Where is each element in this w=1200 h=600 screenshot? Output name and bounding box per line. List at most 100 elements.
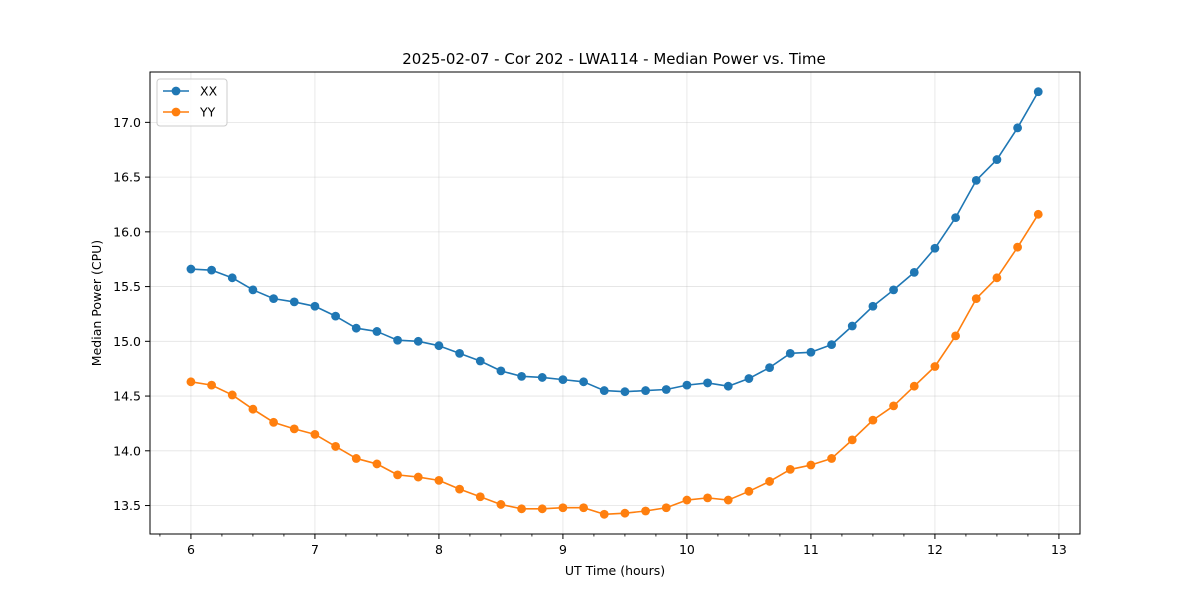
plot-frame <box>149 71 1081 535</box>
legend: XX YY <box>156 78 228 127</box>
data-point-xx <box>413 336 423 346</box>
data-point-xx <box>517 371 526 381</box>
data-point-yy <box>930 362 940 371</box>
x-tick-label: 8 <box>435 542 443 557</box>
data-point-xx <box>207 265 216 275</box>
y-tick-label: 16.0 <box>113 224 141 239</box>
data-point-xx <box>909 267 919 277</box>
data-point-yy <box>889 401 898 411</box>
data-point-xx <box>785 348 795 358</box>
x-tick-label: 10 <box>679 542 695 557</box>
data-point-yy <box>372 459 382 469</box>
x-tick-label: 9 <box>559 542 567 557</box>
data-point-xx <box>827 340 836 349</box>
data-point-yy <box>455 484 464 494</box>
data-point-xx <box>723 381 733 391</box>
data-point-yy <box>847 435 857 445</box>
data-point-xx <box>434 341 444 351</box>
y-tick-label: 15.5 <box>113 279 141 294</box>
data-point-yy <box>827 454 836 463</box>
data-point-xx <box>455 348 464 358</box>
y-tick-label: 17.0 <box>113 115 141 130</box>
data-point-xx <box>661 385 671 394</box>
data-point-xx <box>1033 87 1043 97</box>
legend-marker-xx <box>171 86 181 96</box>
data-point-xx <box>971 175 981 185</box>
y-tick-label: 16.5 <box>113 170 141 185</box>
data-point-yy <box>207 380 216 390</box>
x-tick-label: 13 <box>1051 542 1067 557</box>
data-point-xx <box>475 356 485 366</box>
data-point-yy <box>744 486 754 496</box>
data-point-xx <box>248 285 258 295</box>
series-yy <box>186 209 1043 519</box>
data-point-xx <box>1013 123 1022 133</box>
data-point-yy <box>1033 209 1043 219</box>
grid <box>150 72 1080 534</box>
y-tick-label: 14.0 <box>113 443 141 458</box>
y-tick-label: 14.5 <box>113 389 141 404</box>
data-point-yy <box>765 477 774 486</box>
data-point-xx <box>847 321 857 331</box>
data-point-yy <box>620 508 630 518</box>
data-point-xx <box>351 323 361 333</box>
data-point-yy <box>186 377 196 387</box>
data-point-xx <box>289 297 299 307</box>
y-axis-label: Median Power (CPU) <box>89 240 104 366</box>
data-point-yy <box>599 509 609 519</box>
data-point-xx <box>537 373 547 382</box>
y-tick-label: 13.5 <box>113 498 141 513</box>
data-point-yy <box>351 454 361 463</box>
data-point-yy <box>248 404 258 414</box>
data-point-xx <box>951 213 960 223</box>
series-layer <box>186 87 1043 519</box>
data-point-yy <box>496 500 506 509</box>
x-tick-label: 12 <box>927 542 943 557</box>
data-point-xx <box>227 273 237 283</box>
data-point-xx <box>269 294 278 304</box>
data-point-yy <box>682 495 692 505</box>
data-point-xx <box>599 386 609 395</box>
data-point-xx <box>393 335 402 345</box>
data-point-yy <box>579 503 588 513</box>
data-point-yy <box>661 503 671 513</box>
x-axis-label: UT Time (hours) <box>565 563 665 578</box>
data-point-xx <box>310 301 320 311</box>
legend-label-xx: XX <box>200 84 218 99</box>
data-point-xx <box>889 285 898 295</box>
data-point-xx <box>765 363 774 372</box>
data-point-xx <box>579 377 588 387</box>
data-point-xx <box>620 387 630 397</box>
data-point-yy <box>517 504 526 514</box>
legend-label-yy: YY <box>199 105 216 120</box>
data-point-yy <box>537 504 547 514</box>
legend-marker-yy <box>171 107 181 117</box>
data-point-xx <box>868 301 878 311</box>
data-point-yy <box>413 472 423 482</box>
data-point-yy <box>289 424 299 434</box>
data-point-xx <box>682 380 692 390</box>
x-tick-label: 6 <box>187 542 195 557</box>
data-point-yy <box>951 331 960 341</box>
data-point-xx <box>744 374 754 383</box>
series-xx <box>186 87 1043 397</box>
chart-title: 2025-02-07 - Cor 202 - LWA114 - Median P… <box>402 50 826 68</box>
data-point-xx <box>372 327 382 336</box>
x-tick-label: 7 <box>311 542 319 557</box>
data-point-yy <box>475 492 485 502</box>
data-point-yy <box>269 417 278 427</box>
data-point-yy <box>703 493 712 503</box>
data-point-yy <box>806 460 816 470</box>
data-point-yy <box>909 381 919 391</box>
data-point-yy <box>331 442 340 451</box>
data-point-yy <box>868 415 878 425</box>
data-point-yy <box>227 390 237 400</box>
data-point-yy <box>393 470 402 480</box>
data-point-xx <box>703 378 712 388</box>
data-point-xx <box>186 264 196 274</box>
data-point-xx <box>641 386 650 395</box>
data-point-yy <box>434 475 444 485</box>
data-point-yy <box>785 465 795 474</box>
data-point-yy <box>971 294 981 304</box>
